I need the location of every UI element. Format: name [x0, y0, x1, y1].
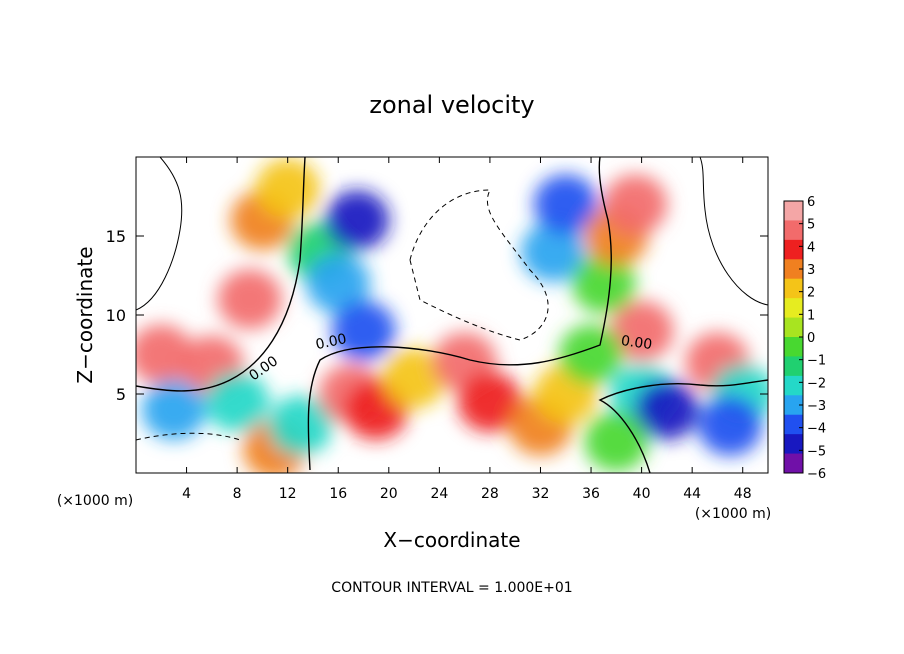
contour-line	[699, 157, 768, 306]
contour-interval-note: CONTOUR INTERVAL = 1.000E+01	[331, 580, 572, 596]
colorbar-swatch	[784, 337, 803, 357]
colorbar-swatch	[784, 220, 803, 241]
y-axis-label: Z−coordinate	[73, 246, 97, 383]
x-unit-left: (×1000 m)	[57, 493, 133, 509]
y-tick-label: 10	[106, 306, 126, 325]
x-tick-label: 4	[182, 486, 191, 502]
y-tick-label: 15	[106, 227, 126, 246]
colorbar-tick-label: −2	[807, 376, 826, 391]
field-blob	[457, 371, 522, 432]
x-tick-label: 32	[532, 486, 550, 502]
x-tick-label: 28	[481, 486, 499, 502]
x-axis-label: X−coordinate	[383, 528, 520, 552]
x-tick-label: 24	[430, 486, 448, 502]
colorbar-tick-label: −1	[807, 354, 826, 369]
x-tick-label: 36	[582, 486, 600, 502]
contour-line	[136, 157, 183, 311]
field-blob	[382, 348, 447, 409]
colorbar-swatch	[784, 317, 803, 338]
velocity-field	[136, 157, 768, 473]
field-blob	[141, 379, 206, 440]
x-tick-label: 48	[734, 486, 752, 502]
colorbar-tick-label: −3	[807, 399, 826, 414]
colorbar-tick-label: −4	[807, 422, 826, 437]
field-blob	[136, 324, 194, 385]
colorbar-swatch	[784, 298, 803, 319]
field-blob	[331, 300, 396, 361]
zero-contour-line	[136, 157, 306, 392]
y-axis: 5 10 15	[106, 227, 768, 404]
field-blob	[255, 158, 320, 219]
colorbar-tick-label: −6	[807, 467, 826, 482]
colorbar-swatch	[784, 395, 803, 416]
field-blob	[603, 174, 668, 235]
x-tick-label: 40	[633, 486, 651, 502]
colorbar-tick-label: 1	[807, 308, 815, 323]
field-blob	[533, 174, 598, 235]
x-tick-label: 20	[380, 486, 398, 502]
colorbar-swatch	[784, 414, 803, 435]
zero-contour-line	[598, 379, 768, 473]
field-blob	[584, 411, 649, 472]
field-blob	[268, 395, 333, 456]
field-blob	[559, 324, 624, 385]
contour-label: 0.00	[314, 331, 348, 353]
x-unit-right: (×1000 m)	[695, 506, 771, 522]
x-tick-label: 8	[233, 486, 242, 502]
colorbar-tick-label: 4	[807, 240, 815, 255]
field-blob	[571, 253, 636, 314]
negative-contour-line	[136, 432, 241, 441]
colorbar-swatch	[784, 201, 803, 221]
field-blob	[306, 253, 371, 314]
field-blob	[217, 269, 282, 330]
colorbar-swatch	[784, 239, 803, 260]
colorbar-swatch	[784, 356, 803, 377]
field-blob	[325, 190, 390, 251]
field-blob	[634, 379, 699, 440]
x-tick-label: 16	[329, 486, 347, 502]
x-axis: 4 8 12 16 20 24 28 32 36 40 44 48	[182, 157, 752, 502]
field-blob	[609, 300, 674, 361]
field-blob	[521, 221, 586, 282]
colorbar-swatch	[784, 434, 803, 455]
zero-contour-line	[307, 157, 612, 471]
colorbar-tick-label: −5	[807, 444, 826, 459]
colorbar-swatch	[784, 278, 803, 299]
colorbar-tick-label: 5	[807, 218, 815, 233]
negative-contour-line	[409, 189, 549, 341]
colorbar-swatch	[784, 259, 803, 280]
field-blob	[698, 395, 763, 456]
colorbar-tick-label: 2	[807, 286, 815, 301]
y-tick-label: 5	[116, 385, 126, 404]
colorbar: 6 5 4 3 2 1 0 −1 −2 −3 −4 −5 −6	[783, 195, 826, 482]
colorbar-tick-label: 3	[807, 263, 815, 278]
contour-label: 0.00	[620, 333, 653, 353]
colorbar-swatch	[784, 453, 803, 474]
x-tick-label: 12	[279, 486, 297, 502]
colorbar-tick-label: 0	[807, 331, 815, 346]
colorbar-swatch	[784, 375, 803, 396]
chart-title: zonal velocity	[369, 91, 534, 119]
colorbar-tick-label: 6	[807, 195, 815, 210]
field-blob	[205, 371, 270, 432]
x-tick-label: 44	[683, 486, 701, 502]
